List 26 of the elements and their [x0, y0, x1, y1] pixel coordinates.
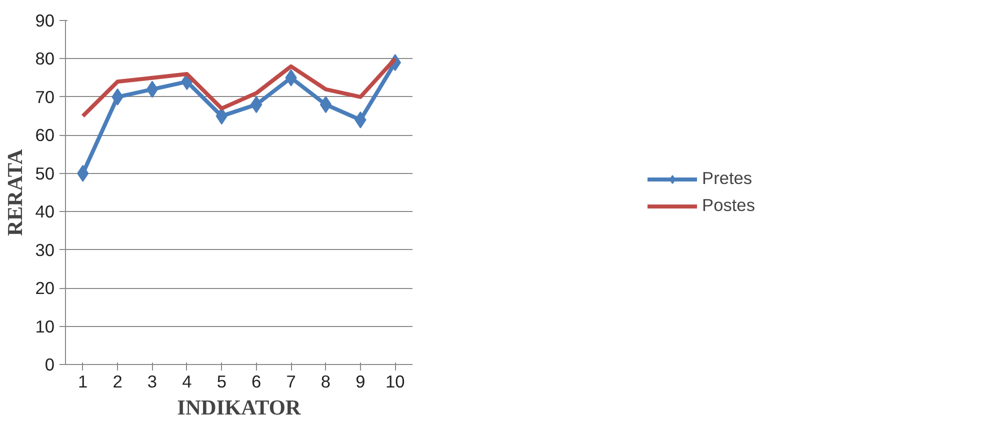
x-tick-label: 8	[320, 372, 331, 392]
point	[146, 80, 158, 98]
x-tick-label: 3	[147, 372, 158, 392]
legend-label: Postes	[702, 195, 755, 216]
x-tick-label: 5	[216, 372, 226, 392]
y-tick-label: 90	[35, 10, 55, 30]
y-tick-label: 50	[35, 163, 55, 184]
y-tick-label: 60	[35, 125, 55, 146]
x-tick-label: 1	[78, 372, 88, 392]
y-tick-label: 30	[35, 240, 55, 260]
x-tick-label: 4	[182, 372, 192, 392]
y-tick-label: 70	[35, 86, 55, 107]
x-axis-title: INDIKATOR	[177, 396, 302, 420]
y-tick-label: 20	[35, 278, 55, 298]
x-tick-label: 10	[386, 372, 405, 392]
y-tick-label: 0	[44, 354, 55, 374]
x-tick-label: 2	[112, 372, 122, 392]
y-tick-label: 80	[35, 48, 55, 69]
x-tick-label: 9	[356, 372, 366, 392]
y-tick-label: 40	[35, 202, 55, 222]
point	[320, 96, 332, 114]
y-tick-label: 10	[35, 316, 55, 336]
legend-label: Pretes	[702, 168, 752, 189]
x-tick-label: 7	[286, 372, 296, 392]
x-tick-label: 6	[252, 372, 262, 392]
y-axis-title: RERATA	[3, 148, 28, 236]
